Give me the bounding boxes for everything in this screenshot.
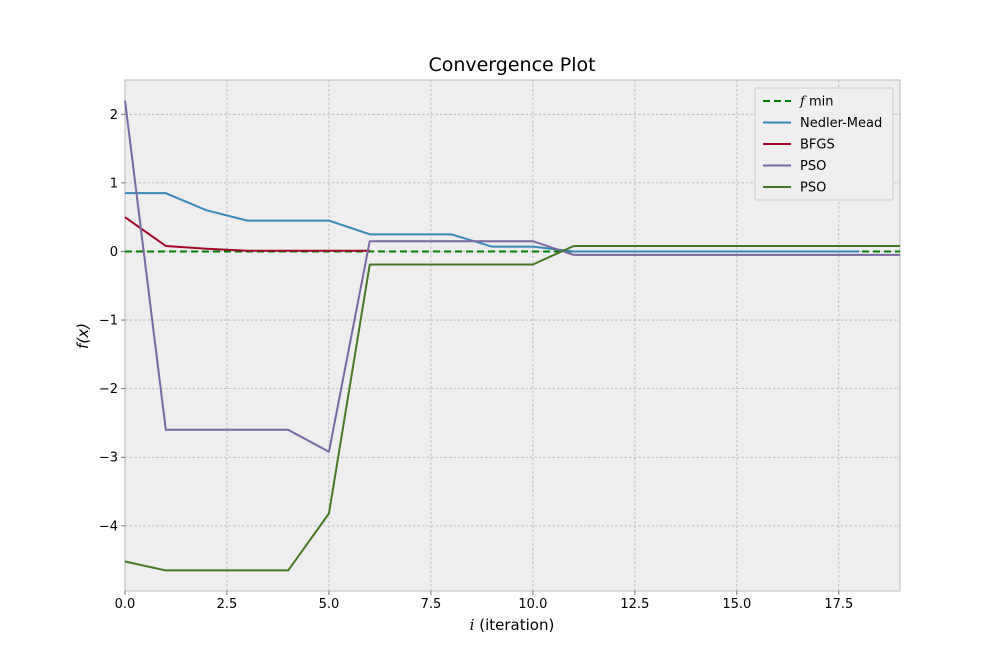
chart-title: Convergence Plot	[428, 54, 595, 76]
x-axis-label: i (iteration)	[470, 616, 555, 634]
x-tick-label: 0.0	[115, 597, 136, 612]
x-tick-label: 2.5	[217, 597, 238, 612]
legend-label-fmin: f min	[799, 95, 833, 110]
series-line-2	[124, 216, 370, 252]
legend-label-3: PSO	[800, 159, 826, 174]
y-tick-label: −1	[99, 314, 118, 329]
legend: f min Nedler-Mead BFGS PSO PSO	[754, 87, 894, 201]
legend-box	[754, 87, 894, 201]
y-tick-label: 0	[110, 245, 118, 260]
y-tick-label: −2	[99, 382, 118, 397]
legend-label-2: BFGS	[800, 138, 835, 153]
series-line-3	[124, 100, 900, 453]
x-tick-label: 10.0	[518, 597, 547, 612]
y-axis-label: f(x)	[74, 323, 92, 349]
x-axis-label-text: (iteration)	[474, 616, 554, 634]
series-lines	[124, 100, 900, 572]
y-tick-label: 1	[110, 176, 118, 191]
x-tick-label: 12.5	[620, 597, 649, 612]
series-line-1	[125, 192, 860, 253]
x-tick-label: 5.0	[319, 597, 340, 612]
x-axis-label-var: i	[470, 616, 475, 634]
x-tick-label: 7.5	[421, 597, 442, 612]
x-tick-label: 17.5	[824, 597, 853, 612]
legend-label-1: Nedler-Mead	[800, 116, 882, 131]
series-line-4	[124, 244, 900, 572]
ticks: 0.0 2.5 5.0 7.5 10.0 12.5 15.0 17.5 2 1 0 −1 −2 −3 −4	[99, 108, 853, 612]
y-tick-label: −4	[99, 519, 118, 534]
y-tick-label: −3	[99, 451, 118, 466]
x-tick-label: 15.0	[722, 597, 751, 612]
legend-label-4: PSO	[800, 181, 826, 196]
y-tick-label: 2	[110, 108, 118, 123]
